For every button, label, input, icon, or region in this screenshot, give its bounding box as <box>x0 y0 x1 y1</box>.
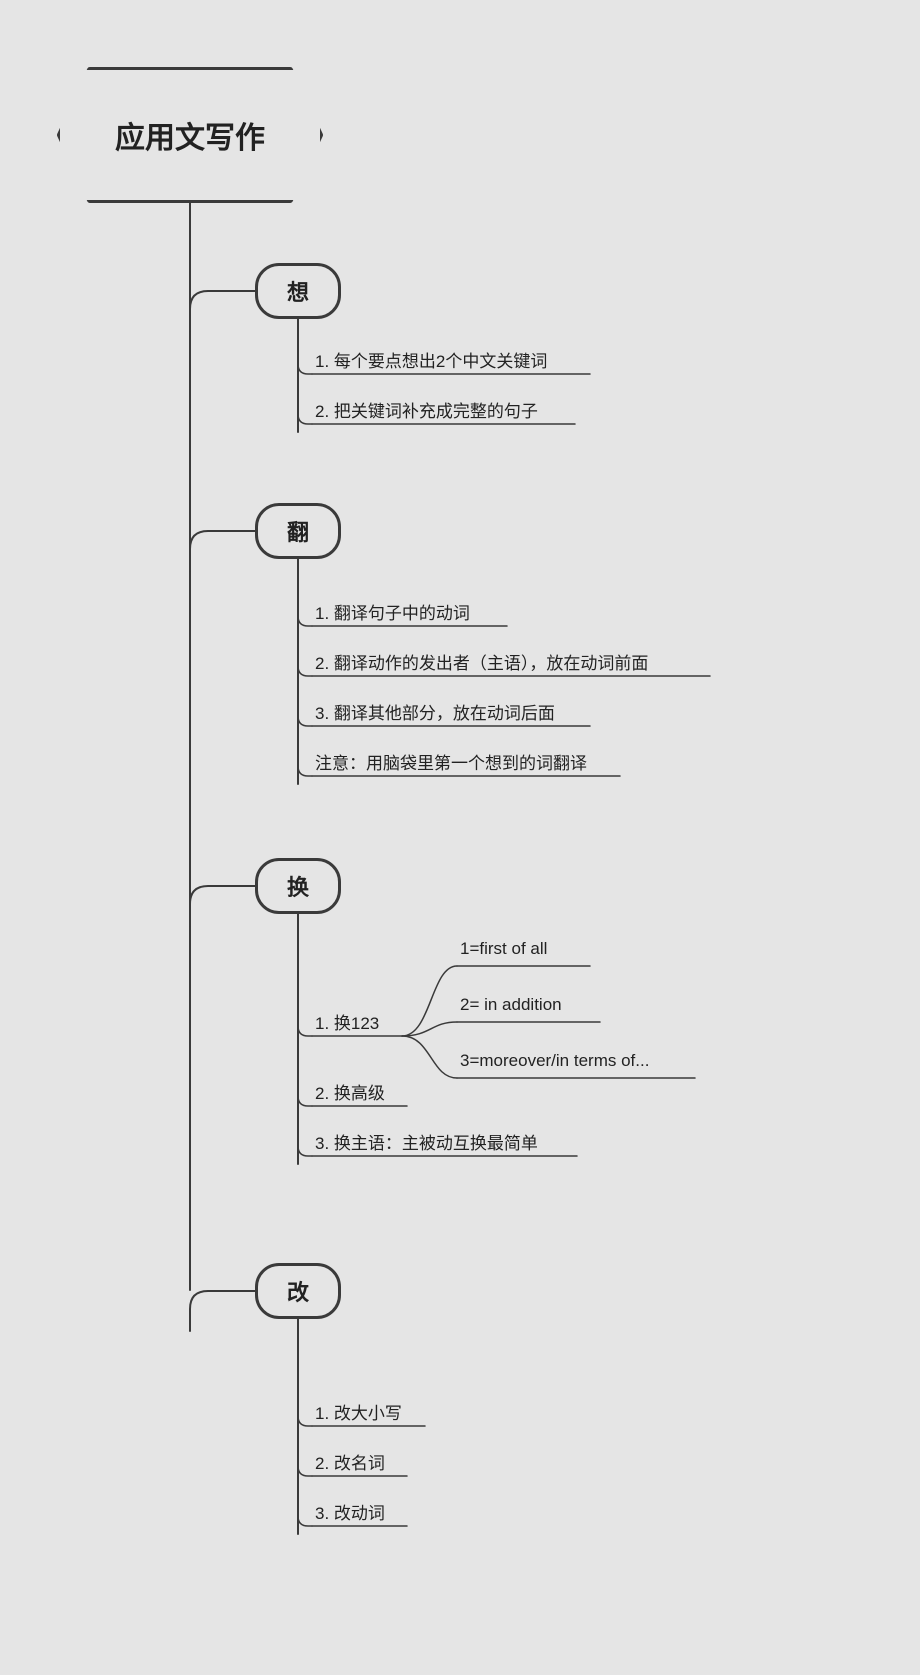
leaf-translate-0: 1. 翻译句子中的动词 <box>315 599 470 624</box>
leaf-fix-1: 2. 改名词 <box>315 1449 385 1474</box>
leaf-swap-1: 2. 换高级 <box>315 1079 385 1104</box>
branch-node-translate: 翻 <box>255 503 341 559</box>
subleaf-swap-0-1: 2= in addition <box>460 995 562 1015</box>
leaf-fix-2: 3. 改动词 <box>315 1499 385 1524</box>
leaf-translate-2: 3. 翻译其他部分，放在动词后面 <box>315 699 555 724</box>
leaf-translate-3: 注意：用脑袋里第一个想到的词翻译 <box>315 749 587 774</box>
root-node: 应用文写作 <box>60 70 320 200</box>
branch-node-swap: 换 <box>255 858 341 914</box>
subleaf-swap-0-0: 1=first of all <box>460 939 547 959</box>
root-label: 应用文写作 <box>115 113 265 157</box>
leaf-swap-0: 1. 换123 <box>315 1009 379 1034</box>
branch-node-think: 想 <box>255 263 341 319</box>
leaf-think-1: 2. 把关键词补充成完整的句子 <box>315 397 538 422</box>
branch-node-fix: 改 <box>255 1263 341 1319</box>
leaf-translate-1: 2. 翻译动作的发出者（主语），放在动词前面 <box>315 649 648 674</box>
leaf-swap-2: 3. 换主语：主被动互换最简单 <box>315 1129 538 1154</box>
leaf-think-0: 1. 每个要点想出2个中文关键词 <box>315 347 547 372</box>
subleaf-swap-0-2: 3=moreover/in terms of... <box>460 1051 649 1071</box>
leaf-fix-0: 1. 改大小写 <box>315 1399 402 1424</box>
diagram-connectors <box>0 0 920 1675</box>
